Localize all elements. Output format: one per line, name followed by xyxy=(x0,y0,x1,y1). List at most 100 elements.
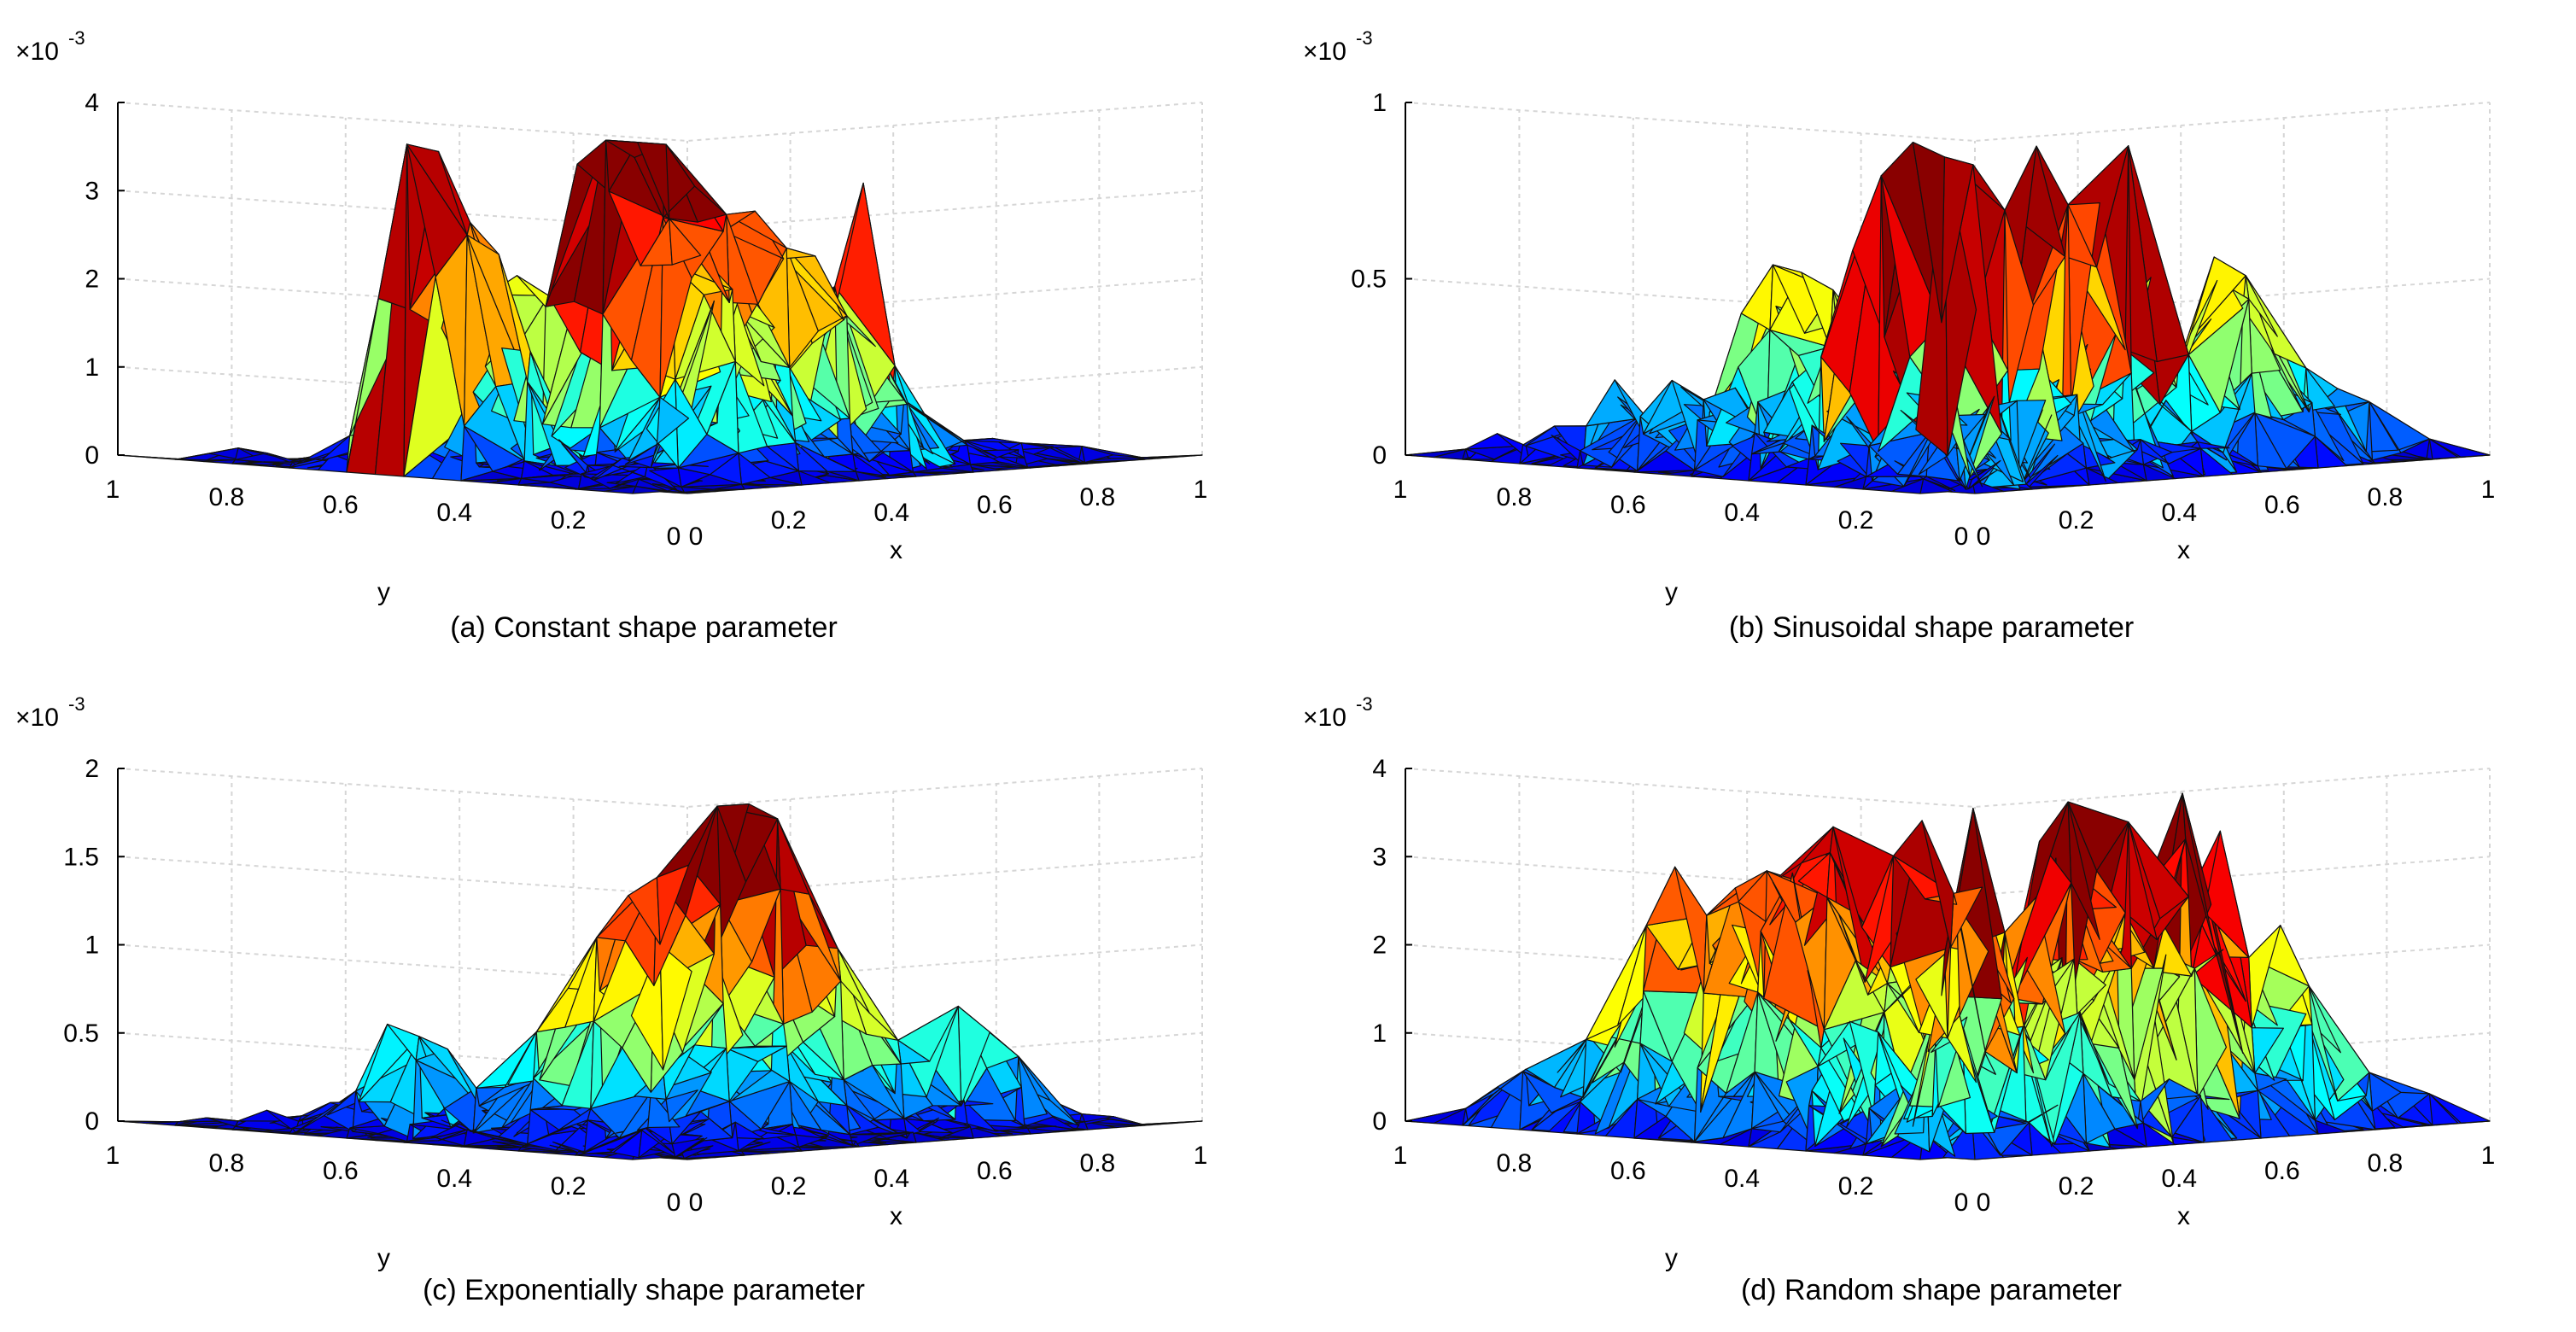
x-tick-label: 0.4 xyxy=(873,499,909,527)
z-tick-label: 1.5 xyxy=(63,843,99,871)
surface-mesh xyxy=(117,803,1203,1160)
x-tick-label: 0 xyxy=(1977,523,1991,551)
x-tick-label: 0.6 xyxy=(2264,491,2300,519)
x-tick-label: 1 xyxy=(1194,1142,1208,1170)
z-tick-label: 0 xyxy=(1372,1107,1387,1136)
z-scale-label: ×10 xyxy=(1303,704,1346,732)
y-axis-label: y xyxy=(1665,1244,1678,1272)
z-scale-exponent: -3 xyxy=(68,27,85,49)
z-scale-exponent: -3 xyxy=(1356,27,1373,49)
y-tick-label: 0 xyxy=(667,1189,681,1217)
y-tick-label: 0.8 xyxy=(209,1149,245,1177)
surface-facet xyxy=(669,1111,702,1145)
y-tick-label: 0.4 xyxy=(436,499,472,527)
x-axis-label: x xyxy=(890,536,902,564)
y-tick-label: 0.8 xyxy=(1497,1149,1533,1177)
surface-facet xyxy=(603,485,637,494)
surface-mesh xyxy=(117,139,1203,494)
z-tick-label: 0.5 xyxy=(1351,266,1387,294)
x-tick-label: 0.8 xyxy=(1080,1149,1116,1177)
y-tick-label: 0.4 xyxy=(1724,1165,1760,1193)
x-tick-label: 1 xyxy=(2481,1142,2496,1170)
surface-facet xyxy=(649,467,682,488)
z-scale-exponent: -3 xyxy=(68,693,85,715)
surface-facet xyxy=(1921,820,1954,949)
y-tick-label: 0.2 xyxy=(1838,506,1874,535)
surface-facet xyxy=(1968,459,2001,490)
surface-facet xyxy=(656,396,690,446)
y-tick-label: 0.2 xyxy=(551,1172,587,1201)
y-tick-label: 0.4 xyxy=(436,1165,472,1193)
z-tick-label: 1 xyxy=(1372,89,1387,117)
z-tick-label: 0 xyxy=(85,1107,99,1136)
x-axis-label: x xyxy=(890,1202,902,1230)
y-tick-label: 0.6 xyxy=(1610,491,1646,519)
caption-c: (c) Exponentially shape parameter xyxy=(423,1274,865,1306)
y-tick-label: 0 xyxy=(1954,523,1969,551)
surface-mesh xyxy=(1405,792,2491,1160)
y-tick-label: 1 xyxy=(106,476,120,504)
y-tick-label: 0 xyxy=(1954,1189,1969,1217)
x-tick-label: 0.2 xyxy=(771,1172,807,1201)
y-tick-label: 0.6 xyxy=(1610,1157,1646,1185)
z-scale-label: ×10 xyxy=(1303,38,1346,66)
x-tick-label: 0.8 xyxy=(2368,1149,2404,1177)
surface-facet xyxy=(669,218,702,266)
surface-plot-c: 0 0.5 1 1.5 2 ×10 -3 0 0.2 0.4 0.6 0.8 1 1 0.8 0.6 0.4 0.… xyxy=(15,693,1208,1272)
x-tick-label: 0.4 xyxy=(873,1165,909,1193)
caption-b: (b) Sinusoidal shape parameter xyxy=(1728,611,2135,644)
panel-c: 0 0.5 1 1.5 2 ×10 -3 0 0.2 0.4 0.6 0.8 1 1 0.8 0.6 0.4 0.… xyxy=(0,666,1288,1332)
x-tick-label: 0.2 xyxy=(2059,1172,2094,1201)
z-tick-label: 2 xyxy=(85,266,99,294)
surface-mesh xyxy=(1405,142,2491,494)
surface-facet xyxy=(681,1145,714,1160)
x-tick-label: 0.4 xyxy=(2161,499,2197,527)
z-tick-label: 1 xyxy=(85,932,99,960)
x-tick-label: 0.8 xyxy=(1080,483,1116,511)
z-tick-label: 3 xyxy=(85,177,99,205)
x-tick-label: 0.6 xyxy=(977,491,1013,519)
x-axis-label: x xyxy=(2177,1202,2190,1230)
z-tick-label: 1 xyxy=(85,353,99,382)
y-tick-label: 1 xyxy=(1393,1142,1408,1170)
panel-b: 0 0.5 1 ×10 -3 0 0.2 0.4 0.6 0.8 1 1 0.8 0.6 0.4 0.2 0 x y… xyxy=(1288,0,2575,666)
surface-facet xyxy=(665,1090,698,1123)
x-tick-label: 1 xyxy=(2481,476,2496,504)
z-tick-label: 4 xyxy=(85,89,99,117)
surface-facet xyxy=(636,142,670,219)
y-axis-label: y xyxy=(377,1244,390,1272)
y-tick-label: 0.4 xyxy=(1724,499,1760,527)
surface-facet xyxy=(1912,142,1946,324)
z-scale-label: ×10 xyxy=(15,38,59,66)
surface-plot-b: 0 0.5 1 ×10 -3 0 0.2 0.4 0.6 0.8 1 1 0.8 0.6 0.4 0.2 0 x y xyxy=(1303,27,2496,606)
y-tick-label: 0.8 xyxy=(209,483,245,511)
z-tick-label: 0.5 xyxy=(63,1019,99,1048)
x-tick-label: 1 xyxy=(1194,476,1208,504)
caption-d: (d) Random shape parameter xyxy=(1740,1274,2122,1306)
z-tick-label: 4 xyxy=(1372,755,1387,783)
surface-facet xyxy=(1890,478,1925,494)
y-tick-label: 1 xyxy=(1393,476,1408,504)
y-axis-label: y xyxy=(1665,578,1678,606)
z-tick-label: 1 xyxy=(1372,1019,1387,1048)
x-tick-label: 0.6 xyxy=(977,1157,1013,1185)
surface-facet xyxy=(776,818,810,895)
z-scale-exponent: -3 xyxy=(1356,693,1373,715)
y-tick-label: 0.8 xyxy=(1497,483,1533,511)
z-tick-label: 2 xyxy=(85,755,99,783)
z-tick-label: 0 xyxy=(85,441,99,470)
x-tick-label: 0.8 xyxy=(2368,483,2404,511)
x-axis-label: x xyxy=(2177,536,2190,564)
z-scale-label: ×10 xyxy=(15,704,59,732)
surface-facet xyxy=(1896,432,1931,477)
surface-facet xyxy=(656,864,690,945)
x-tick-label: 0.2 xyxy=(2059,506,2094,535)
z-tick-label: 0 xyxy=(1372,441,1387,470)
y-tick-label: 0 xyxy=(667,523,681,551)
caption-a: (a) Constant shape parameter xyxy=(450,611,838,644)
x-tick-label: 0.6 xyxy=(2264,1157,2300,1185)
x-tick-label: 0.2 xyxy=(771,506,807,535)
surface-facet xyxy=(1915,953,1948,1039)
